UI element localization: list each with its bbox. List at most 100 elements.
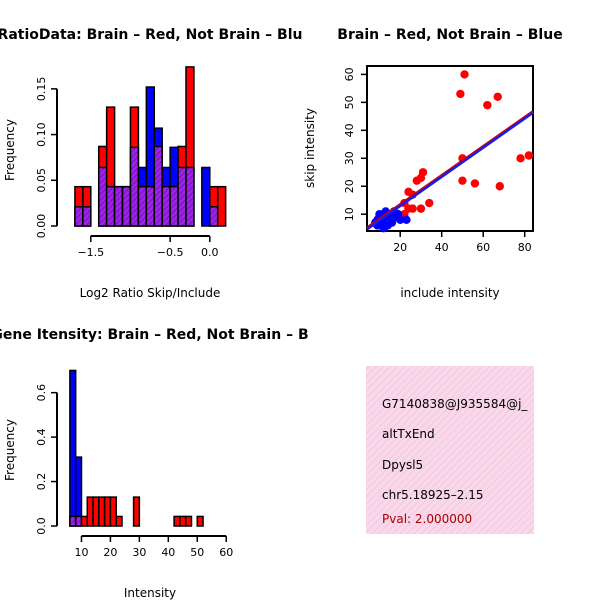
- info-event-type: altTxEnd: [382, 427, 435, 441]
- scatter-x-tick-label: 20: [393, 241, 407, 254]
- scatter-y-tick-label: 10: [343, 207, 356, 221]
- intensity-histogram-panel: Gene Itensity: Brain – Red, Not Brain – …: [0, 327, 309, 600]
- ratio-histogram-axes: −1.5 −0.5 0.0 0.00 0.05 0.10 0.15: [35, 77, 219, 259]
- scatter-x-tick-label: 40: [435, 241, 449, 254]
- intensity-histogram-bar-brain-18: [173, 515, 181, 527]
- ratio-histogram-bar-overlap-11: [161, 185, 171, 227]
- intensity-scatter-xlabel: include intensity: [400, 286, 499, 300]
- intensity-histogram-xlabel: Intensity: [124, 586, 176, 600]
- intensity-scatter-title: Brain – Red, Not Brain – Blue: [337, 27, 562, 43]
- intensity-scatter-axes: 20 40 60 80 10 20 30 40 50 60: [343, 67, 532, 254]
- scatter-point-notbrain-21: [379, 224, 388, 233]
- scatter-point-notbrain-19: [393, 210, 403, 219]
- scatter-point-brain-16: [416, 204, 426, 213]
- intensity-histogram-bar-brain-22: [196, 515, 204, 527]
- ratio-histogram-bar-overlap-13: [177, 166, 187, 227]
- ratio-histogram-y-tick-label: 0.10: [35, 122, 48, 147]
- intensity-histogram-bar-overlap-0: [69, 515, 77, 527]
- intensity-histogram-x-tick-label: 50: [190, 546, 204, 559]
- intensity-histogram-y-tick-label: 0.4: [35, 428, 48, 446]
- intensity-histogram-bar-brain-2: [80, 515, 89, 527]
- ratio-histogram-x-tick-label: −1.5: [77, 246, 104, 259]
- intensity-histogram-bar-brain-4: [92, 496, 100, 527]
- ratio-histogram-y-tick-label: 0.05: [35, 168, 48, 193]
- ratio-histogram-bar-brain-18: [216, 185, 227, 227]
- intensity-histogram-bar-top-0: [69, 369, 77, 527]
- ratio-histogram-bar-overlap-6: [121, 185, 132, 227]
- ratio-histogram-y-tick-label: 0.00: [35, 214, 48, 239]
- intensity-histogram-y-tick-label: 0.2: [35, 473, 48, 491]
- ratio-histogram-bar-notbrain-16: [201, 166, 211, 227]
- intensity-histogram-x-tick-label: 30: [132, 546, 146, 559]
- ratio-histogram-bar-overlap-10: [153, 145, 163, 227]
- ratio-histogram-y-tick-label: 0.15: [35, 77, 48, 102]
- scatter-point-brain-2: [493, 92, 502, 101]
- intensity-histogram-bar-brain-7: [109, 496, 117, 527]
- scatter-point-notbrain-15: [402, 215, 411, 225]
- intensity-scatter-ylabel: skip intensity: [303, 108, 317, 188]
- intensity-histogram-bar-brain-8: [115, 515, 123, 527]
- ratio-histogram-bar-overlap-9: [145, 185, 156, 227]
- ratio-histogram-x-tick-label: 0.0: [201, 246, 219, 259]
- scatter-frame: [366, 65, 534, 232]
- intensity-histogram-x-tick-label: 40: [161, 546, 175, 559]
- intensity-histogram-axes: 10 20 30 40 50 60 0.0 0.2 0.4 0.6: [35, 384, 233, 559]
- intensity-histogram-bar-brain-20: [184, 515, 193, 527]
- intensity-histogram-bar-overlap-1: [74, 515, 83, 527]
- info-panel: G7140838@J935584@j_ altTxEnd Dpysl5 chr5…: [366, 366, 534, 534]
- ratio-histogram-bar-overlap-14: [185, 166, 195, 227]
- intensity-histogram-bar-brain-19: [179, 515, 187, 527]
- ratio-histogram-bar-overlap-7: [129, 146, 140, 227]
- intensity-histogram-title: Gene Itensity: Brain – Red, Not Brain – …: [0, 327, 309, 343]
- ratio-histogram-bar-overlap-3: [97, 166, 108, 227]
- scatter-point-brain-6: [524, 151, 534, 160]
- intensity-histogram-bar-brain-11: [132, 496, 141, 527]
- ratio-histogram-xlabel: Log2 Ratio Skip/Include: [80, 286, 221, 300]
- ratio-histogram-bars: [74, 66, 227, 227]
- ratio-histogram-ylabel: Frequency: [3, 119, 17, 181]
- scatter-y-tick-label: 20: [343, 179, 356, 193]
- scatter-point-brain-9: [458, 176, 467, 185]
- scatter-x-tick-label: 60: [476, 241, 490, 254]
- intensity-histogram-y-tick-label: 0.0: [35, 517, 48, 535]
- info-event-id: G7140838@J935584@j_: [382, 397, 528, 411]
- intensity-histogram-bar-brain-6: [103, 496, 112, 527]
- intensity-scatter-marks: [366, 70, 534, 233]
- ratio-histogram-bar-overlap-0: [74, 206, 84, 227]
- scatter-point-brain-3: [483, 100, 492, 110]
- ratio-histogram-panel: RatioData: Brain – Red, Not Brain – Blu …: [0, 27, 302, 300]
- scatter-y-tick-label: 30: [343, 151, 356, 165]
- ratio-histogram-bar-overlap-8: [137, 185, 148, 227]
- intensity-histogram-x-tick-label: 60: [219, 546, 233, 559]
- scatter-point-brain-1: [456, 89, 465, 99]
- intensity-histogram-ylabel: Frequency: [3, 419, 17, 481]
- scatter-point-brain-5: [516, 154, 525, 163]
- scatter-y-tick-label: 60: [343, 67, 356, 81]
- ratio-histogram-bar-overlap-17: [209, 206, 219, 227]
- ratio-histogram-bar-overlap-4: [105, 185, 116, 227]
- regression-line-notbrain: [366, 111, 534, 231]
- intensity-scatter-panel: Brain – Red, Not Brain – Blue 20 40 60 80 10…: [303, 27, 563, 300]
- scatter-point-brain-15: [425, 198, 434, 208]
- intensity-histogram-bar-brain-5: [98, 496, 106, 527]
- intensity-histogram-bar-brain-3: [86, 496, 94, 527]
- ratio-histogram-x-tick-label: −0.5: [157, 246, 184, 259]
- info-panel-background: [366, 366, 534, 534]
- info-pval: Pval: 2.000000: [382, 512, 472, 526]
- scatter-point-brain-8: [470, 179, 480, 188]
- scatter-point-brain-12: [416, 173, 426, 183]
- scatter-point-brain-0: [460, 70, 469, 79]
- intensity-histogram-y-tick-label: 0.6: [35, 384, 48, 402]
- scatter-x-tick-label: 80: [518, 241, 532, 254]
- intensity-histogram-bars: [69, 369, 204, 527]
- intensity-histogram-bar-top-1: [74, 456, 83, 527]
- intensity-histogram-x-tick-label: 10: [74, 546, 88, 559]
- scatter-y-tick-label: 40: [343, 123, 356, 137]
- scatter-point-brain-7: [495, 182, 504, 191]
- intensity-histogram-x-tick-label: 20: [103, 546, 117, 559]
- ratio-histogram-bar-overlap-5: [113, 185, 124, 227]
- info-location: chr5.18925–2.15: [382, 488, 483, 502]
- ratio-histogram-bar-overlap-12: [169, 185, 179, 227]
- ratio-histogram-bar-overlap-1: [82, 206, 92, 227]
